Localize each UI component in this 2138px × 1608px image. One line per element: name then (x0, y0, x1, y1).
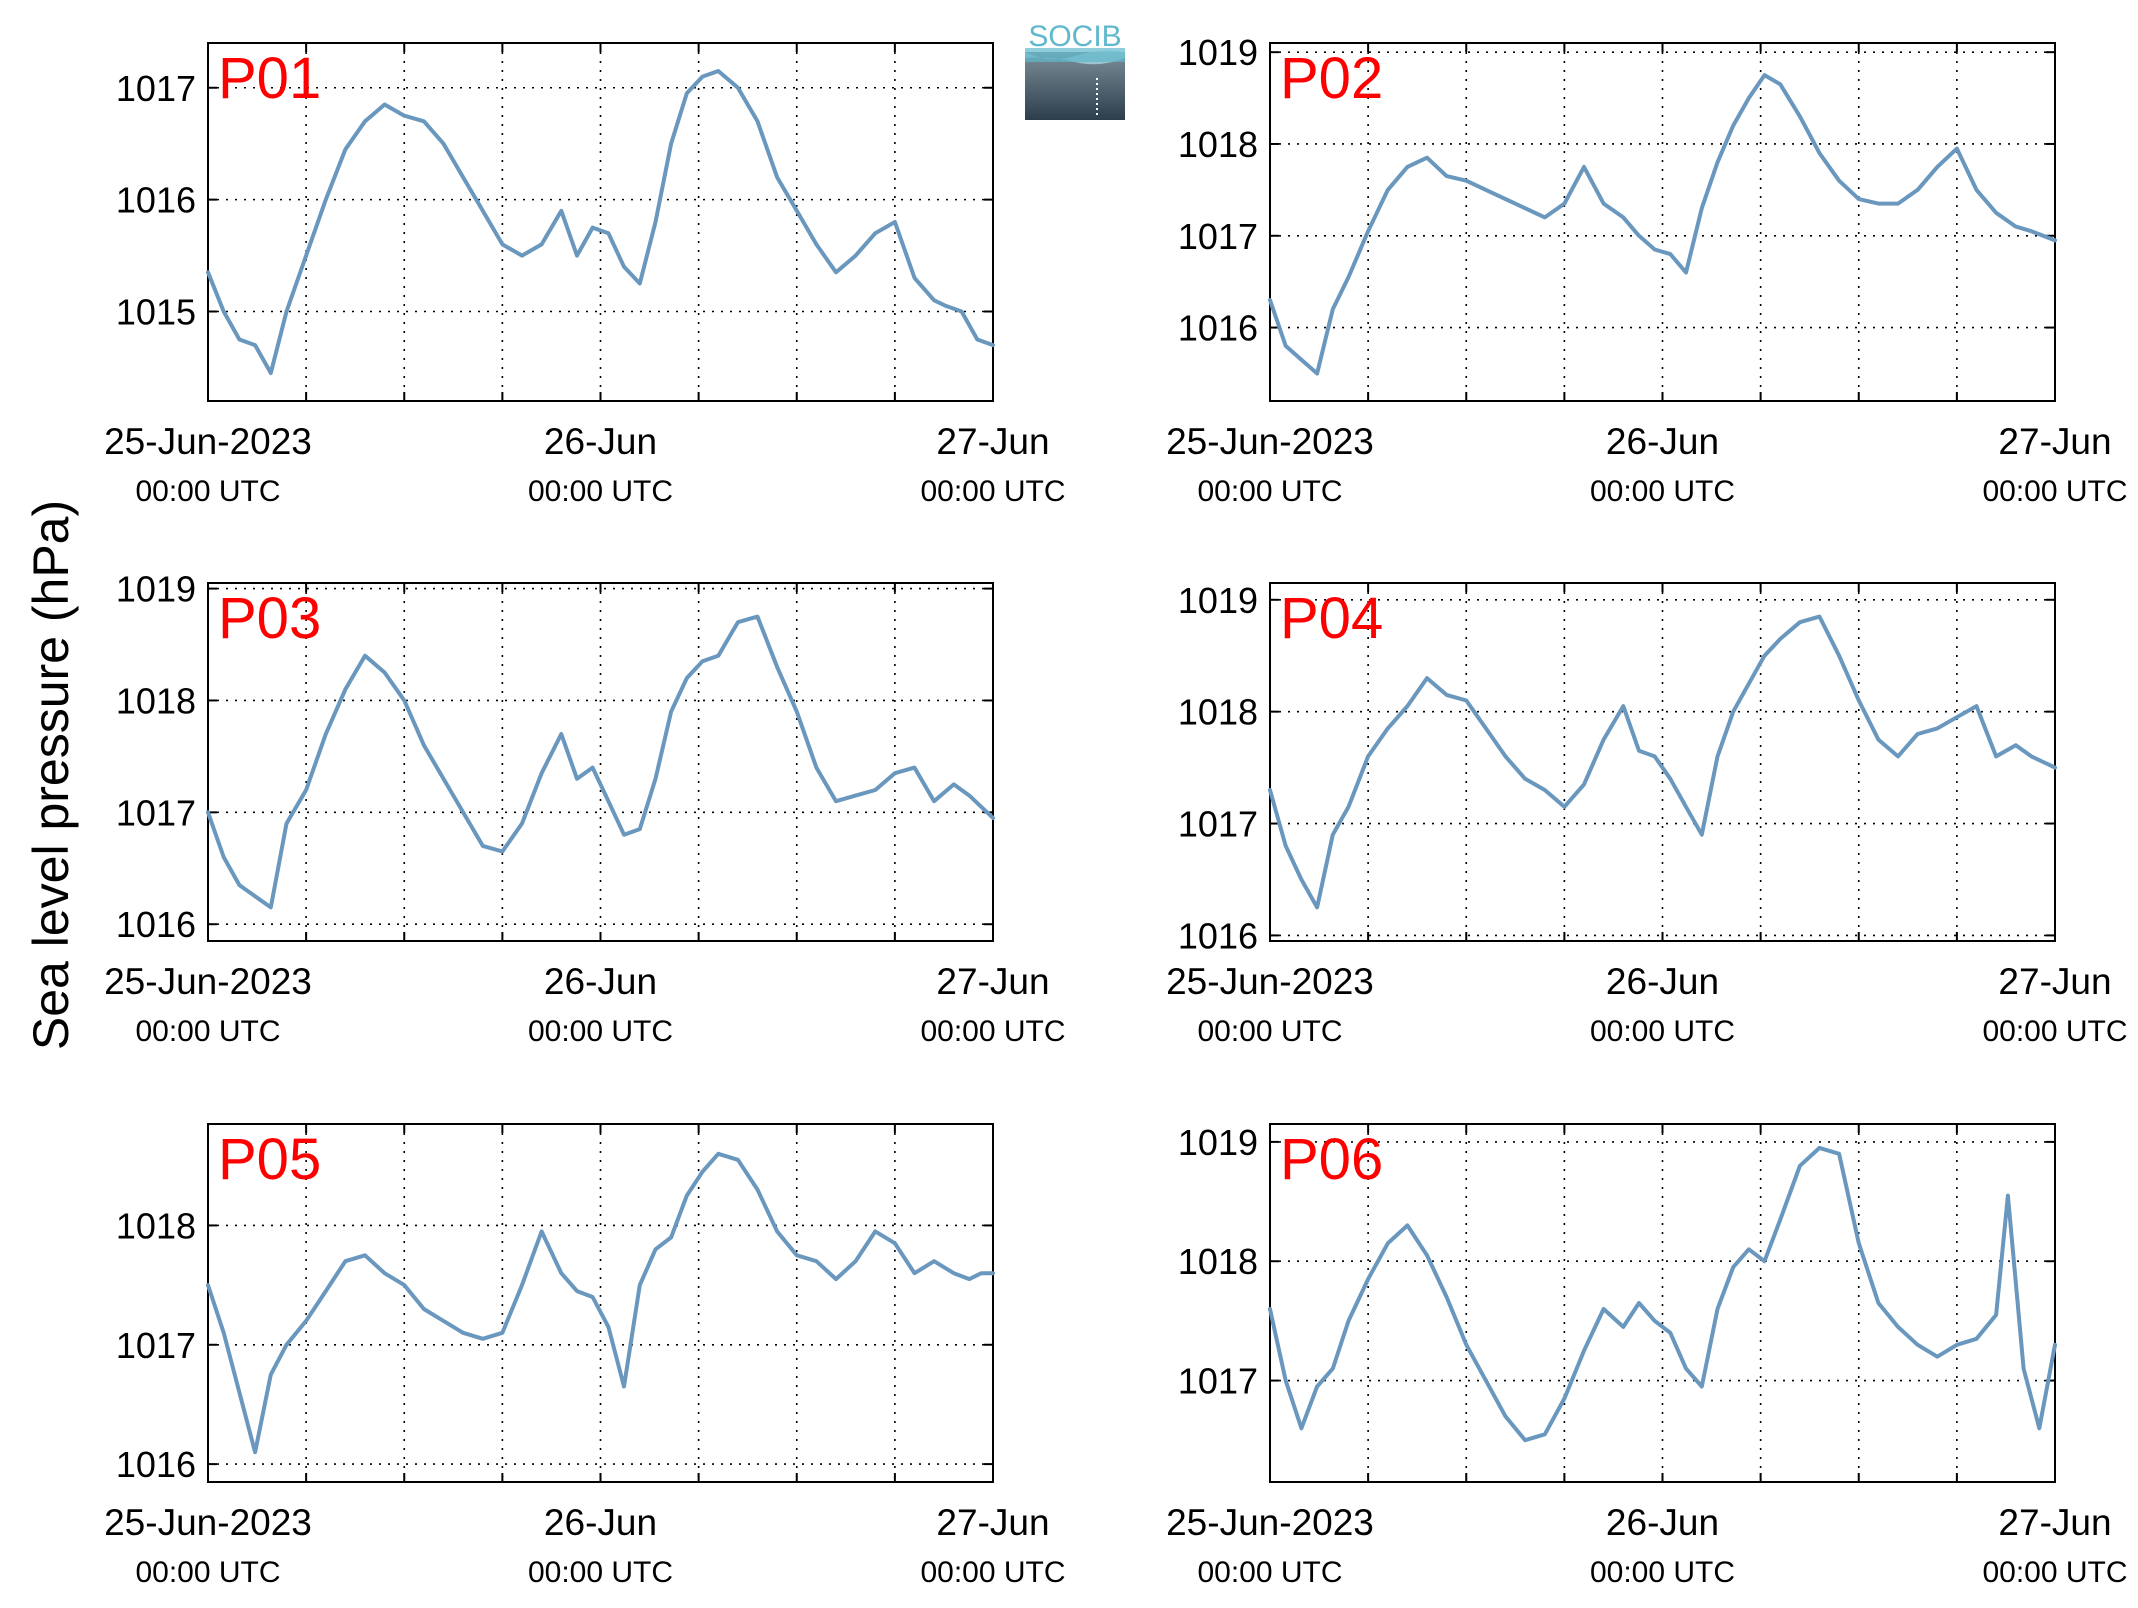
y-axis-label: Sea level pressure (hPa) (23, 500, 79, 1050)
x-tick-label-time: 00:00 UTC (1590, 475, 1735, 508)
x-tick-label-date: 27-Jun (936, 1502, 1049, 1543)
x-tick-label-date: 25-Jun-2023 (1166, 421, 1374, 462)
panel-p05: 1016 1017 1018 25-Jun-2023 00:00 UTC 26-Jun 00… (104, 1123, 1066, 1589)
x-tick-label-date: 27-Jun (1998, 961, 2111, 1002)
panel-p01: 1015 1016 1017 25-Jun-2023 00:00 UTC 26-Jun 00… (104, 42, 1066, 508)
panel-label: P04 (1280, 586, 1383, 651)
x-tick-label-time: 00:00 UTC (1982, 1556, 2127, 1589)
series-line (206, 1151, 995, 1455)
axes-box (207, 582, 994, 942)
y-tick-label: 1018 (116, 680, 196, 721)
y-tick-label: 1019 (1178, 580, 1258, 621)
y-tick-label: 1016 (116, 904, 196, 945)
x-tick-label-time: 00:00 UTC (528, 475, 673, 508)
x-tick-label-time: 00:00 UTC (135, 1556, 280, 1589)
axes-box (207, 1123, 994, 1483)
x-tick-label-time: 00:00 UTC (920, 475, 1065, 508)
y-tick-label: 1017 (1178, 1361, 1258, 1402)
panel-label: P05 (218, 1127, 321, 1192)
x-tick-label-time: 00:00 UTC (135, 1015, 280, 1048)
x-tick-label-date: 27-Jun (936, 421, 1049, 462)
axes-box (1269, 582, 2056, 942)
panel-label: P02 (1280, 46, 1383, 111)
x-tick-label-time: 00:00 UTC (135, 475, 280, 508)
x-tick-label-date: 25-Jun-2023 (1166, 961, 1374, 1002)
series-line (1268, 1145, 2057, 1443)
x-tick-label-date: 25-Jun-2023 (1166, 1502, 1374, 1543)
x-tick-label-time: 00:00 UTC (1197, 475, 1342, 508)
y-tick-label: 1017 (116, 792, 196, 833)
x-tick-label-time: 00:00 UTC (1982, 1015, 2127, 1048)
y-tick-label: 1019 (116, 569, 196, 610)
series-line (1268, 73, 2057, 376)
panel-p03: 1016 1017 1018 1019 25-Jun-2023 00:00 UTC 26-J… (104, 569, 1065, 1048)
x-tick-label-time: 00:00 UTC (528, 1556, 673, 1589)
y-tick-label: 1018 (1178, 1241, 1258, 1282)
x-tick-label-time: 00:00 UTC (920, 1015, 1065, 1048)
panel-p06: 1017 1018 1019 25-Jun-2023 00:00 UTC 26-Jun 00… (1166, 1122, 2127, 1589)
y-tick-label: 1019 (1178, 1122, 1258, 1163)
panel-label: P06 (1280, 1127, 1383, 1192)
x-tick-label-date: 27-Jun (936, 961, 1049, 1002)
x-tick-label-time: 00:00 UTC (1197, 1015, 1342, 1048)
panel-p04: 1016 1017 1018 1019 25-Jun-2023 00:00 UTC 26-J… (1166, 580, 2127, 1048)
y-tick-label: 1017 (116, 68, 196, 109)
x-tick-label-date: 26-Jun (544, 1502, 657, 1543)
y-tick-label: 1019 (1178, 32, 1258, 73)
axes-box (207, 42, 994, 402)
x-tick-label-date: 26-Jun (1606, 961, 1719, 1002)
x-tick-label-time: 00:00 UTC (1197, 1556, 1342, 1589)
x-tick-label-date: 26-Jun (1606, 421, 1719, 462)
y-tick-label: 1016 (1178, 308, 1258, 349)
series-line (1268, 614, 2057, 910)
y-tick-label: 1017 (116, 1325, 196, 1366)
axes-box (1269, 42, 2056, 402)
y-tick-label: 1018 (116, 1205, 196, 1246)
socib-logo: SOCIB (1025, 20, 1125, 120)
panel-label: P03 (218, 586, 321, 651)
y-tick-label: 1017 (1178, 804, 1258, 845)
x-tick-label-date: 26-Jun (544, 961, 657, 1002)
x-tick-label-time: 00:00 UTC (1982, 475, 2127, 508)
x-tick-label-date: 25-Jun-2023 (104, 421, 312, 462)
x-tick-label-date: 26-Jun (544, 421, 657, 462)
socib-logo-text: SOCIB (1028, 20, 1121, 53)
x-tick-label-date: 26-Jun (1606, 1502, 1719, 1543)
series-line (206, 614, 995, 910)
y-tick-label: 1018 (1178, 124, 1258, 165)
panel-p02: 1016 1017 1018 1019 25-Jun-2023 00:00 UTC 26-J… (1166, 32, 2127, 508)
x-tick-label-date: 25-Jun-2023 (104, 1502, 312, 1543)
x-tick-label-time: 00:00 UTC (920, 1556, 1065, 1589)
panel-label: P01 (218, 46, 321, 111)
y-tick-label: 1016 (116, 1444, 196, 1485)
y-tick-label: 1015 (116, 292, 196, 333)
x-tick-label-time: 00:00 UTC (1590, 1556, 1735, 1589)
x-tick-label-date: 27-Jun (1998, 421, 2111, 462)
series-line (206, 69, 995, 375)
y-tick-label: 1016 (1178, 915, 1258, 956)
x-tick-label-time: 00:00 UTC (1590, 1015, 1735, 1048)
y-tick-label: 1017 (1178, 216, 1258, 257)
x-tick-label-date: 25-Jun-2023 (104, 961, 312, 1002)
axes-box (1269, 1123, 2056, 1483)
y-tick-label: 1018 (1178, 692, 1258, 733)
x-tick-label-date: 27-Jun (1998, 1502, 2111, 1543)
x-tick-label-time: 00:00 UTC (528, 1015, 673, 1048)
y-tick-label: 1016 (116, 180, 196, 221)
